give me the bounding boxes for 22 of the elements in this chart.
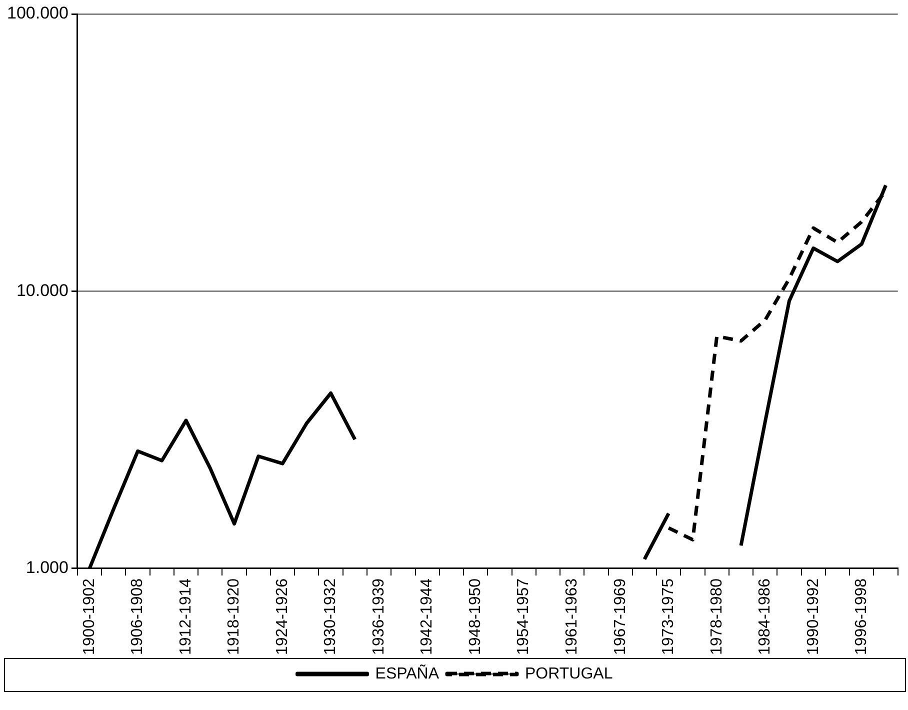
x-tick-label: 1948-1950 [466,578,484,655]
x-tick-label: 1978-1980 [708,578,726,655]
x-tick-label: 1967-1969 [612,578,629,655]
x-tick-label: 1961-1963 [564,578,580,655]
x-tick-label: 1906-1908 [129,578,146,655]
x-tick-label: 1912-1914 [177,578,194,655]
x-tick-label: 1936-1939 [370,578,388,655]
x-tick-label: 1973-1975 [660,578,678,655]
x-tick-label: 1942-1944 [418,578,436,655]
x-tick-label: 1984-1986 [756,578,774,655]
legend-label: ESPAÑA [375,663,440,682]
x-tick-label: 1918-1920 [226,578,243,655]
x-tick-label: 1990-1992 [804,578,822,655]
y-tick-label: 1.000 [26,558,68,578]
legend-label: PORTUGAL [525,665,613,682]
x-tick-label: 1900-1902 [80,578,98,655]
x-tick-label: 1996-1998 [853,578,870,655]
x-tick-label: 1924-1926 [274,578,291,655]
x-tick-label: 1930-1932 [322,578,340,655]
y-tick-label: 10.000 [16,280,68,300]
x-tick-label: 1954-1957 [515,578,532,655]
y-tick-label: 100.000 [7,4,68,23]
